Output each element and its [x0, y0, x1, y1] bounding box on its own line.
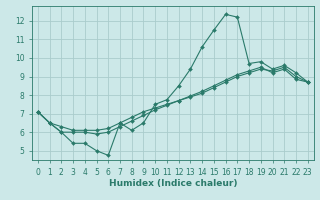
X-axis label: Humidex (Indice chaleur): Humidex (Indice chaleur): [108, 179, 237, 188]
